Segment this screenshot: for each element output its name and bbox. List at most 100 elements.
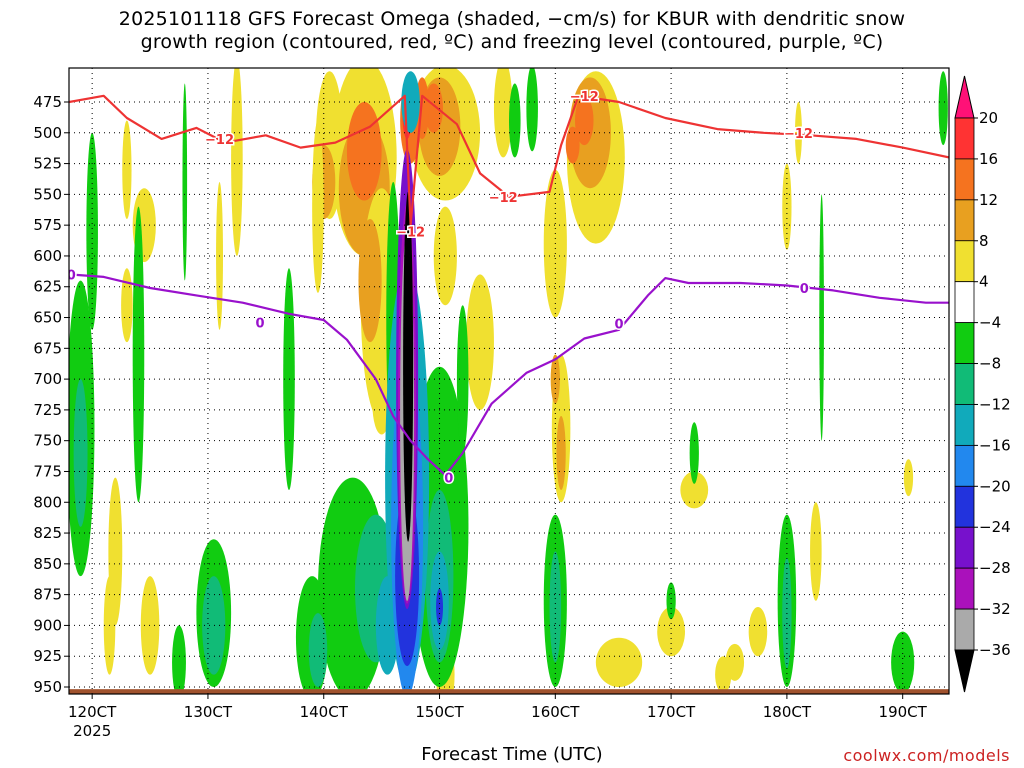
y-tick-label: 500 [33, 124, 62, 142]
omega-shading-cell [73, 379, 88, 527]
colorbar-label: −20 [979, 477, 1011, 495]
freezing-level-contour-label: 0 [67, 268, 76, 283]
colorbar-box [954, 526, 975, 569]
omega-shading-cell [86, 132, 98, 330]
omega-shading-cell [680, 471, 709, 509]
chart-title-line-1: 2025101118 GFS Forecast Omega (shaded, −… [118, 8, 906, 30]
omega-shading-cell [493, 68, 513, 158]
y-tick-label: 900 [33, 616, 62, 634]
omega-shading-cell [903, 459, 914, 497]
y-tick-label: 550 [33, 185, 62, 203]
plot-frame [68, 67, 950, 695]
colorbar-box [954, 240, 975, 283]
colorbar-box [954, 281, 975, 324]
omega-shading-cell [456, 305, 469, 453]
x-tick-label: 190CT [879, 703, 928, 721]
omega-shading-cell [182, 83, 188, 281]
colorbar-box [954, 322, 975, 364]
colorbar-label: 20 [979, 109, 998, 127]
ground-surface [69, 689, 949, 694]
y-tick-label: 925 [33, 647, 62, 665]
colorbar-label: 16 [979, 150, 998, 168]
colorbar-label: −8 [979, 355, 1001, 373]
omega-shading-cell [810, 502, 822, 601]
colorbar-label: −24 [979, 518, 1011, 536]
y-tick-label: 750 [33, 432, 62, 450]
x-tick-label: 140CT [300, 703, 349, 721]
omega-shading-cell [657, 606, 686, 657]
colorbar-box [954, 117, 975, 160]
omega-shading-cell [172, 625, 186, 694]
omega-shading-cell [689, 422, 699, 484]
y-tick-label: 525 [33, 155, 62, 173]
x-tick-label: 170CT [647, 703, 696, 721]
colorbar-label: −12 [979, 395, 1011, 413]
dgz-contour-label: −12 [396, 225, 425, 240]
freezing-level-contour [69, 273, 949, 477]
freezing-level-contour-label: 0 [444, 472, 453, 487]
omega-shading-cell [231, 68, 243, 256]
y-tick-label: 775 [33, 462, 62, 480]
colorbar-box [954, 363, 975, 405]
x-tick-label: 120CT [68, 703, 117, 721]
omega-shading-cell [526, 68, 538, 152]
omega-shading-cell [436, 588, 443, 626]
x-year-label: 2025 [73, 722, 111, 740]
colorbar-label: −16 [979, 436, 1011, 454]
y-tick-label: 475 [33, 93, 62, 111]
colorbar-label: −28 [979, 559, 1011, 577]
omega-core-black [403, 191, 414, 542]
y-tick-label: 950 [33, 678, 62, 696]
omega-shading-cell [795, 102, 802, 164]
dgz-contour [69, 94, 949, 227]
omega-shading-cell [715, 656, 732, 694]
y-tick-label: 800 [33, 493, 62, 511]
colorbar-box [954, 608, 975, 651]
omega-shading-cell [938, 71, 948, 146]
omega-shading-cell [782, 163, 792, 250]
colorbar-box [954, 567, 975, 610]
omega-shading-cell [891, 631, 915, 694]
omega-shading-cell [122, 120, 132, 219]
y-tick-label: 825 [33, 524, 62, 542]
x-tick-label: 130CT [184, 703, 233, 721]
colorbar-box [954, 444, 975, 487]
colorbar-box [954, 485, 975, 528]
omega-shading-cell [748, 606, 768, 657]
omega-shading-cell [819, 194, 824, 441]
omega-shading-cell [509, 83, 521, 158]
y-tick-label: 600 [33, 247, 62, 265]
y-tick-label: 700 [33, 370, 62, 388]
omega-shading-cell [312, 120, 324, 293]
colorbar-label: 4 [979, 273, 989, 291]
colorbar-bottom-arrow [954, 649, 975, 693]
omega-shading-cell [358, 219, 382, 343]
colorbar-label: −36 [979, 641, 1011, 659]
freezing-level-contour-label: 0 [256, 316, 265, 331]
y-tick-label: 850 [33, 555, 62, 573]
omega-shading-cell [132, 206, 145, 503]
x-axis-label: Forecast Time (UTC) [421, 744, 603, 765]
omega-shading-cell [595, 637, 643, 687]
colorbar-box [954, 199, 975, 242]
omega-shading-cell [556, 416, 566, 490]
dgz-contour-label: −12 [570, 90, 599, 105]
omega-shading-cell [549, 551, 562, 663]
dgz-contour-label: −12 [205, 133, 234, 148]
freezing-level-contour-label: 0 [614, 318, 623, 333]
omega-shading-cell [550, 354, 560, 404]
dgz-contour-label: −12 [489, 191, 518, 206]
omega-shading-cell [666, 582, 676, 620]
colorbar-label: −32 [979, 600, 1011, 618]
dgz-contour-label: −12 [784, 127, 813, 142]
y-tick-label: 575 [33, 216, 62, 234]
omega-shading-cell [565, 126, 580, 164]
colorbar-label: 12 [979, 191, 998, 209]
colorbar-box [954, 404, 975, 446]
omega-shading-cell [121, 268, 133, 343]
omega-shading-cell [140, 576, 160, 675]
colorbar-box [954, 158, 975, 201]
omega-shading-cell [433, 206, 457, 306]
credit-link[interactable]: coolwx.com/models [843, 746, 1010, 765]
